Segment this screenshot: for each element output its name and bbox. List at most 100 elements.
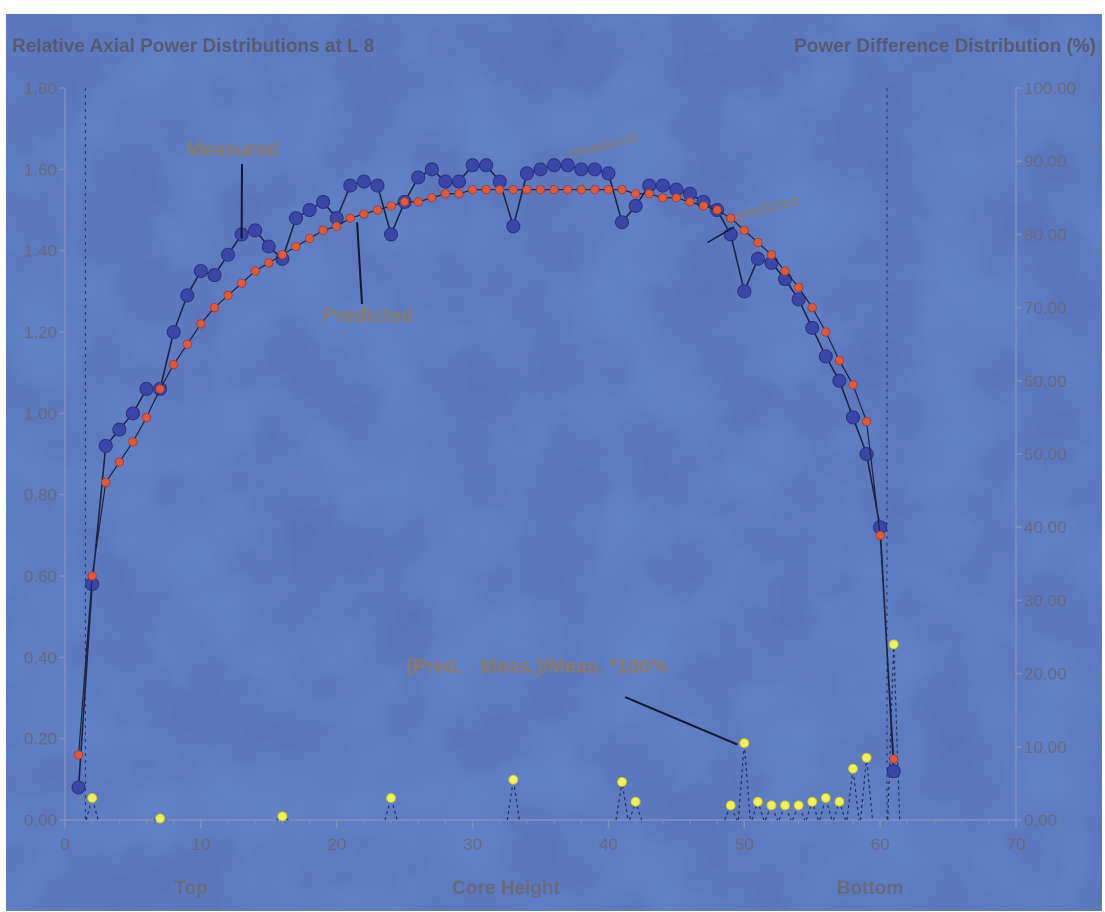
- predicted-point: [304, 233, 315, 244]
- difference-point: [725, 800, 736, 811]
- measured-point: [139, 381, 154, 396]
- difference-point: [834, 796, 845, 807]
- measured-point: [628, 198, 643, 213]
- predicted-point: [644, 189, 654, 199]
- difference-point: [277, 811, 288, 822]
- predicted-point: [345, 213, 355, 223]
- measured-point: [316, 194, 331, 209]
- chart-frame: 0 10 20 30 40 50 60 70 0.00 0.20 0.40 0.60 0.80 1.00 1…: [6, 14, 1102, 911]
- predicted-point: [332, 221, 342, 231]
- measured-point: [560, 158, 575, 173]
- series-measured: [71, 158, 901, 795]
- predicted-point: [658, 193, 668, 203]
- predicted-point: [712, 205, 722, 215]
- predicted-point: [576, 185, 586, 195]
- y-left-tick-label: 0.80: [24, 486, 57, 505]
- difference-point: [752, 796, 763, 807]
- x-tick-label: 70: [1007, 835, 1026, 854]
- x-axis-label: Core Height: [452, 878, 560, 899]
- predicted-point: [671, 193, 681, 203]
- difference-spike: [819, 795, 833, 821]
- predicted-point: [563, 185, 573, 195]
- measured-point: [805, 320, 820, 335]
- series-layer: [71, 158, 901, 824]
- predicted-point: [359, 209, 369, 219]
- difference-spike: [792, 803, 806, 821]
- difference-point: [87, 793, 98, 804]
- difference-point: [766, 800, 777, 811]
- y-right-tick-label: 0.00: [1024, 811, 1057, 830]
- difference-leader-line: [624, 696, 738, 746]
- predicted-point: [739, 225, 749, 235]
- predicted-point: [522, 185, 532, 195]
- measured-point: [451, 174, 466, 189]
- y-right-tick-label: 40.00: [1024, 518, 1067, 537]
- predicted-point: [508, 185, 518, 195]
- y-right-tick-label: 80.00: [1024, 225, 1067, 244]
- measured-point: [248, 223, 263, 238]
- y-left-tick-label: 0.40: [24, 648, 57, 667]
- predicted-point: [766, 250, 777, 260]
- predicted-point: [807, 302, 817, 313]
- predicted-point: [467, 185, 478, 195]
- measured-point: [615, 215, 630, 230]
- x-tick-label: 0: [60, 835, 69, 854]
- measured-point: [370, 178, 385, 193]
- measured-point: [221, 247, 236, 262]
- measured-point: [845, 410, 860, 425]
- difference-point: [780, 800, 791, 811]
- predicted-point: [400, 197, 410, 207]
- measured-point: [832, 373, 847, 388]
- predicted-point: [155, 384, 165, 394]
- axes: 0 10 20 30 40 50 60 70 0.00 0.20 0.40 0.60 0.80 1.00 1…: [24, 79, 1076, 854]
- measured-point: [519, 166, 534, 181]
- predicted-point: [848, 380, 858, 390]
- y-right-tick-label: 20.00: [1024, 665, 1067, 684]
- difference-point: [820, 793, 831, 804]
- x-region-top: Top: [174, 878, 207, 899]
- x-tick-label: 20: [327, 835, 346, 854]
- x-tick-label: 60: [871, 835, 890, 854]
- y-right-tick-label: 10.00: [1024, 738, 1067, 757]
- predicted-point: [590, 185, 600, 195]
- y-right-tick-label: 70.00: [1024, 299, 1067, 318]
- predicted-point: [440, 189, 450, 199]
- y-right-tick-label: 30.00: [1024, 591, 1067, 610]
- difference-point: [847, 763, 858, 774]
- predicted-point: [821, 327, 831, 337]
- difference-point: [739, 738, 750, 749]
- y-right-tick-label: 90.00: [1024, 152, 1067, 171]
- predicted-point: [169, 359, 179, 370]
- difference-spike: [778, 803, 792, 821]
- measured-point: [750, 251, 765, 266]
- y-left-tick-label: 1.80: [24, 79, 57, 98]
- measured-point: [180, 288, 195, 303]
- predicted-point: [726, 213, 736, 223]
- annotation-layer: [240, 163, 738, 746]
- predicted-point: [413, 197, 423, 207]
- predicted-point: [291, 242, 301, 252]
- y-left-tick-label: 0.20: [24, 730, 57, 749]
- difference-point: [888, 639, 899, 650]
- difference-point: [630, 796, 641, 807]
- difference-point: [793, 800, 804, 811]
- predicted-point: [209, 302, 220, 313]
- annotation-difference: (Pred. - Meas.)/Meas. *100%: [406, 656, 669, 678]
- difference-spike: [846, 768, 860, 821]
- y-left-tick-label: 1.40: [24, 242, 57, 261]
- difference-spike: [764, 803, 779, 821]
- measured-point: [479, 158, 494, 173]
- predicted-point: [753, 237, 763, 248]
- measured-point: [343, 178, 358, 193]
- difference-spike: [506, 779, 520, 821]
- y-right-tick-label: 50.00: [1024, 445, 1067, 464]
- annotation-predicted-big: Predicted: [322, 305, 413, 327]
- predicted-point: [114, 457, 124, 467]
- predicted-point: [223, 290, 233, 300]
- predicted-point: [318, 225, 328, 235]
- difference-point: [807, 796, 818, 807]
- difference-spike: [737, 743, 751, 821]
- measured-point: [818, 349, 833, 364]
- guide-lines: [84, 88, 888, 820]
- y-left-tick-label: 1.60: [24, 160, 57, 179]
